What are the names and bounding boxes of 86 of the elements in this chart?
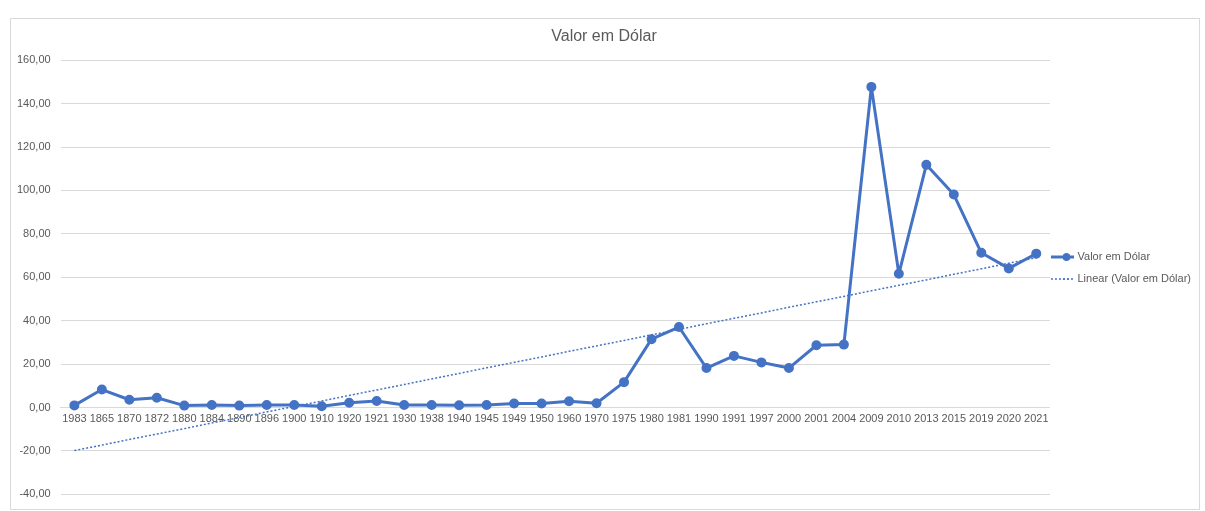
x-tick-label: 2001 — [804, 412, 829, 425]
x-tick-label: 1981 — [666, 412, 692, 425]
point — [756, 357, 767, 368]
point — [96, 384, 107, 395]
point — [1003, 263, 1014, 274]
point — [948, 189, 959, 200]
x-tick-label: 1949 — [501, 412, 527, 425]
y-tick-label: 0,00 — [29, 400, 51, 413]
y-tick-label: 20,00 — [23, 357, 51, 370]
x-tick-label: 1950 — [529, 412, 554, 425]
x-tick-label: 1990 — [694, 412, 719, 425]
y-tick-label: 160,00 — [16, 53, 51, 66]
point — [646, 334, 657, 345]
y-tick-label: 120,00 — [16, 140, 51, 153]
point — [591, 398, 602, 409]
point — [206, 399, 217, 410]
x-tick-label: 1983 — [62, 412, 87, 425]
point — [564, 396, 575, 407]
point — [399, 399, 410, 410]
point — [69, 400, 80, 411]
x-tick-label: 1896 — [254, 412, 279, 425]
point — [151, 392, 162, 403]
y-tick-label: -20,00 — [19, 444, 51, 457]
x-tick-label: 1975 — [611, 412, 637, 425]
point — [619, 377, 630, 388]
x-tick-label: 2013 — [914, 412, 939, 425]
point — [316, 401, 327, 412]
point — [893, 268, 904, 279]
x-tick-label: 2010 — [886, 412, 912, 425]
x-tick-label: 1900 — [282, 412, 307, 425]
x-tick-label: 2004 — [831, 412, 857, 425]
point — [124, 394, 135, 405]
point — [783, 363, 794, 374]
x-tick-label: 1940 — [446, 412, 472, 425]
x-tick-label: 1865 — [89, 412, 115, 425]
x-tick-label: 1910 — [309, 412, 334, 425]
point — [866, 81, 877, 92]
chart-title: Valor em Dólar — [551, 27, 658, 45]
point — [509, 398, 520, 409]
point — [371, 396, 382, 407]
y-tick-label: 140,00 — [16, 96, 51, 109]
x-tick-label: 1880 — [172, 412, 197, 425]
legend-label: Linear (Valor em Dólar) — [1077, 272, 1192, 285]
point — [811, 340, 822, 351]
point — [921, 159, 932, 170]
point — [1031, 248, 1042, 259]
x-tick-label: 1870 — [117, 412, 142, 425]
point — [728, 350, 739, 361]
legend-label: Valor em Dólar — [1077, 250, 1151, 263]
point — [234, 400, 245, 411]
x-tick-label: 1921 — [364, 412, 389, 425]
x-tick-label: 1930 — [391, 412, 417, 425]
x-tick-label: 1945 — [474, 412, 499, 425]
y-tick-label: 60,00 — [23, 270, 51, 283]
point — [261, 399, 272, 410]
point — [179, 400, 190, 411]
point — [673, 322, 684, 333]
x-tick-label: 1890 — [227, 412, 252, 425]
x-tick-label: 1872 — [144, 412, 170, 425]
y-tick-label: 100,00 — [16, 183, 51, 196]
x-tick-label: 1920 — [336, 412, 362, 425]
point — [289, 399, 300, 410]
x-tick-label: 2019 — [969, 412, 994, 425]
x-tick-label: 2009 — [859, 412, 884, 425]
point — [344, 397, 355, 408]
x-tick-label: 2021 — [1024, 412, 1049, 425]
x-tick-label: 2000 — [776, 412, 802, 425]
x-tick-label: 2020 — [996, 412, 1022, 425]
point — [838, 339, 849, 350]
point — [426, 399, 437, 410]
point — [454, 400, 465, 411]
x-tick-label: 1938 — [419, 412, 444, 425]
x-tick-label: 1884 — [199, 412, 225, 425]
x-tick-label: 1991 — [721, 412, 747, 425]
point — [481, 399, 492, 410]
x-tick-label: 2015 — [941, 412, 967, 425]
x-tick-label: 1970 — [584, 412, 609, 425]
y-tick-label: 80,00 — [23, 226, 51, 239]
x-tick-label: 1997 — [749, 412, 774, 425]
y-tick-label: 40,00 — [23, 313, 51, 326]
x-tick-label: 1980 — [639, 412, 664, 425]
y-tick-label: -40,00 — [19, 487, 51, 500]
point — [536, 398, 547, 409]
point — [976, 247, 987, 258]
point — [701, 363, 712, 374]
x-tick-label: 1960 — [556, 412, 582, 425]
